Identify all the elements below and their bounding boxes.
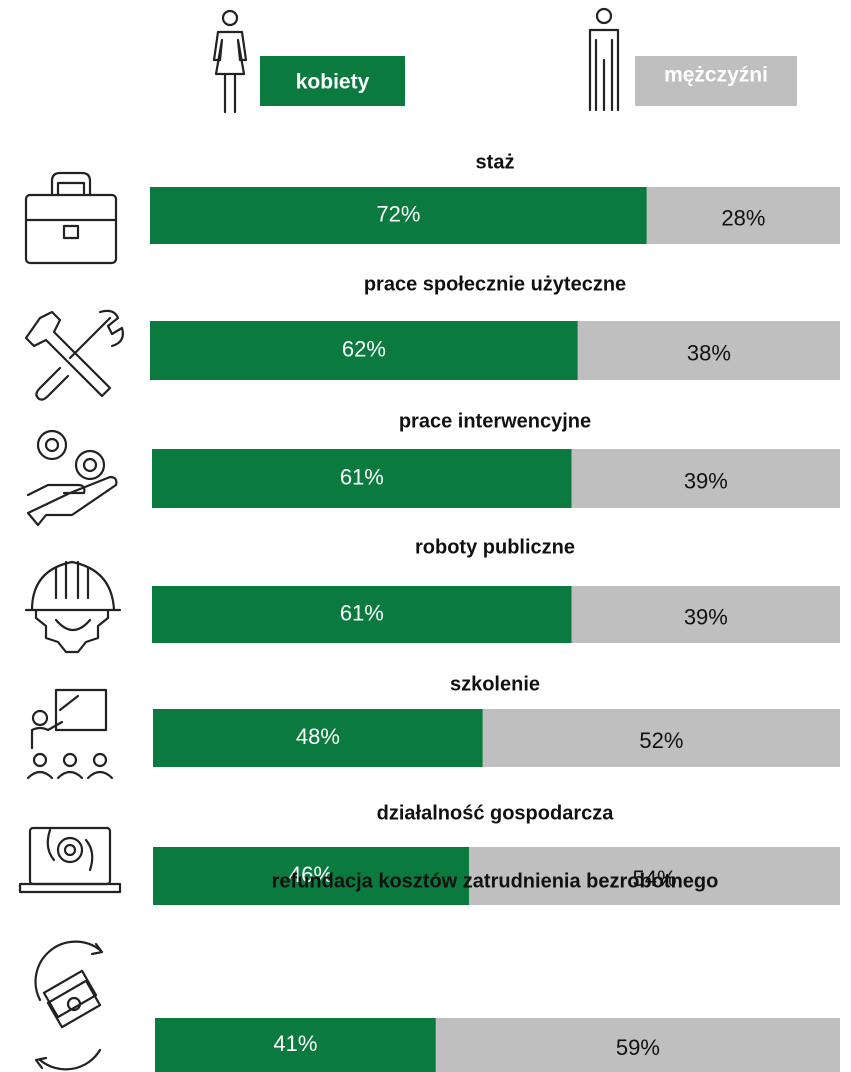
bar-segment bbox=[150, 187, 647, 244]
bar-segment bbox=[152, 449, 572, 508]
value-label: 72% bbox=[376, 201, 420, 226]
value-label: 39% bbox=[684, 604, 728, 629]
bar-segment bbox=[150, 321, 578, 380]
training-icon bbox=[26, 688, 114, 780]
category-title: roboty publiczne bbox=[415, 536, 575, 558]
laptop-icon bbox=[18, 826, 122, 894]
category-title: refundacja kosztów zatrudnienia bezrobot… bbox=[272, 870, 719, 892]
value-label: 52% bbox=[639, 728, 683, 753]
value-label: 38% bbox=[687, 340, 731, 365]
helmet-icon bbox=[24, 560, 122, 654]
legend-label: kobiety bbox=[296, 71, 370, 94]
bar-segment bbox=[646, 187, 840, 244]
value-label: 48% bbox=[296, 724, 340, 749]
bar-segment bbox=[435, 1018, 840, 1072]
bar-segment bbox=[571, 449, 840, 508]
bar-segment bbox=[155, 1018, 436, 1072]
value-label: 39% bbox=[684, 468, 728, 493]
bar-segment bbox=[152, 586, 572, 643]
man-icon bbox=[588, 7, 620, 112]
woman-icon bbox=[212, 9, 248, 114]
legend-swatch bbox=[635, 56, 797, 106]
bar-segment bbox=[571, 586, 840, 643]
category-title: działalność gospodarcza bbox=[377, 802, 615, 824]
value-label: 28% bbox=[721, 205, 765, 230]
briefcase-icon bbox=[24, 171, 118, 265]
value-label: 62% bbox=[342, 336, 386, 361]
value-label: 59% bbox=[616, 1035, 660, 1060]
category-title: prace społecznie użyteczne bbox=[364, 273, 626, 295]
value-label: 61% bbox=[340, 600, 384, 625]
value-label: 61% bbox=[340, 464, 384, 489]
bar-segment bbox=[577, 321, 840, 380]
money-icon bbox=[34, 940, 104, 1071]
category-title: szkolenie bbox=[450, 673, 540, 695]
category-title: staż bbox=[476, 151, 515, 173]
gears-icon bbox=[26, 429, 118, 527]
category-title: prace interwencyjne bbox=[399, 410, 591, 432]
value-label: 41% bbox=[273, 1031, 317, 1056]
value-label: 54% bbox=[632, 866, 676, 891]
bar-segment bbox=[153, 709, 483, 767]
bar-segment bbox=[153, 847, 470, 905]
legend-label: mężczyźni bbox=[664, 64, 768, 87]
bar-segment bbox=[469, 847, 840, 905]
legend-swatch bbox=[260, 56, 405, 106]
tools-icon bbox=[24, 309, 124, 401]
bar-segment bbox=[482, 709, 840, 767]
value-label: 46% bbox=[289, 862, 333, 887]
